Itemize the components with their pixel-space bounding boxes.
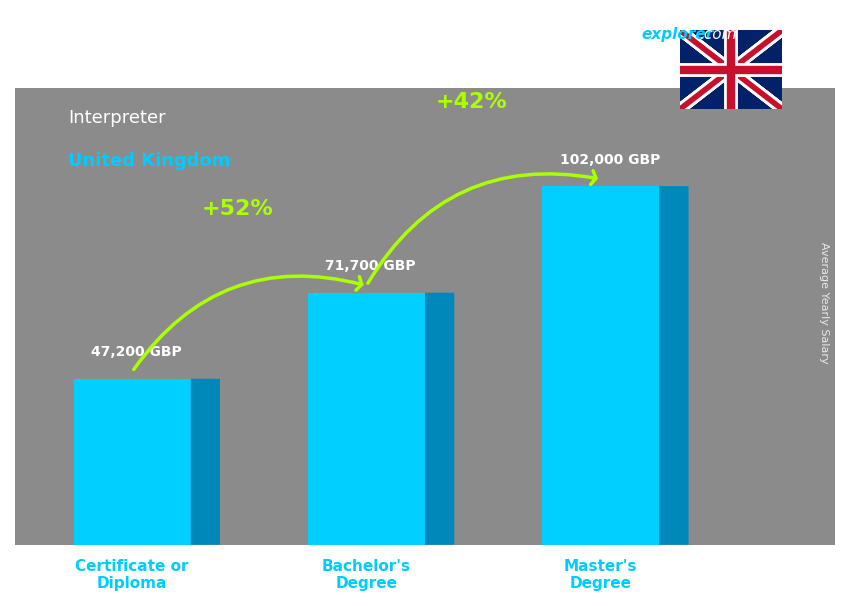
Text: 102,000 GBP: 102,000 GBP: [559, 153, 660, 167]
Text: +52%: +52%: [201, 199, 274, 219]
Polygon shape: [542, 186, 660, 545]
Polygon shape: [660, 186, 688, 545]
Polygon shape: [74, 379, 190, 545]
Text: .com: .com: [699, 27, 736, 42]
Text: 47,200 GBP: 47,200 GBP: [91, 345, 182, 359]
Text: salary: salary: [612, 27, 665, 42]
Text: Interpreter: Interpreter: [68, 109, 166, 127]
Text: Salary Comparison By Education: Salary Comparison By Education: [68, 42, 576, 70]
Polygon shape: [190, 379, 220, 545]
Text: 71,700 GBP: 71,700 GBP: [326, 259, 416, 273]
Text: United Kingdom: United Kingdom: [68, 152, 230, 170]
Text: explorer: explorer: [642, 27, 714, 42]
Text: Average Yearly Salary: Average Yearly Salary: [819, 242, 829, 364]
Polygon shape: [308, 293, 425, 545]
Polygon shape: [425, 293, 454, 545]
Text: +42%: +42%: [436, 92, 507, 112]
